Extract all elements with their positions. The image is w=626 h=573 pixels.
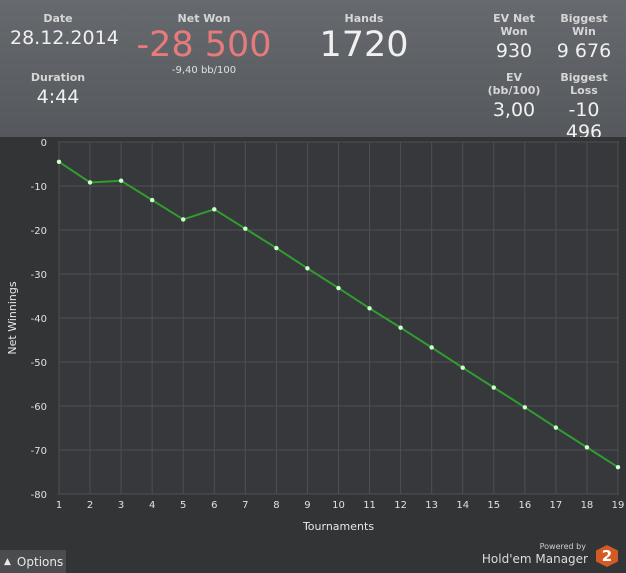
x-tick-label: 3: [118, 500, 124, 511]
x-tick-label: 14: [456, 500, 469, 511]
duration-value: 4:44: [36, 86, 80, 108]
hands-value: 1720: [319, 25, 409, 65]
ev-net-won-stat: EV Net Won 930: [478, 12, 550, 62]
net-won-bb-value: -9,40 bb/100: [171, 65, 237, 76]
date-stat: Date 28.12.2014: [10, 12, 119, 49]
data-point[interactable]: [336, 285, 341, 291]
data-point[interactable]: [212, 207, 217, 212]
powered-by-text: Powered by: [539, 542, 586, 551]
brand-name: Hold'em Manager: [481, 552, 588, 566]
data-point[interactable]: [56, 159, 62, 164]
options-label: Options: [16, 554, 64, 569]
x-tick-label: 15: [487, 500, 500, 511]
y-tick-label: -50: [31, 358, 47, 369]
y-tick-label: -80: [31, 490, 47, 501]
x-tick-label: 11: [363, 500, 376, 511]
net-winnings-chart[interactable]: 0-10-20-30-40-50-60-70-801 2 3 4 5 6 7 8 9 10 11 12…: [0, 137, 626, 573]
x-tick-label: 2: [87, 500, 93, 511]
date-value: 28.12.2014: [10, 27, 119, 49]
data-point[interactable]: [118, 178, 124, 183]
net-won-label: Net Won: [177, 12, 231, 25]
biggest-win-label: Biggest Win: [560, 12, 608, 38]
stats-header: Date 28.12.2014 Duration 4:44 Net Won -2…: [0, 0, 626, 143]
data-point[interactable]: [460, 365, 465, 370]
data-point[interactable]: [305, 266, 310, 271]
x-tick-label: 13: [425, 500, 438, 511]
data-point[interactable]: [553, 425, 559, 430]
ev-bb-value: 3,00: [492, 99, 536, 121]
data-point[interactable]: [429, 345, 434, 350]
x-tick-label: 4: [149, 500, 155, 511]
biggest-loss-stat: Biggest Loss -10 496: [548, 71, 620, 143]
data-point[interactable]: [149, 197, 155, 203]
y-tick-label: -60: [31, 402, 47, 413]
x-tick-label: 6: [211, 500, 217, 511]
y-tick-label: -20: [31, 226, 47, 237]
x-tick-label: 17: [550, 500, 563, 511]
hands-stat: Hands 1720: [304, 12, 424, 65]
ev-bb-label: EV (bb/100): [487, 71, 541, 97]
ev-bb-stat: EV (bb/100) 3,00: [478, 71, 550, 121]
x-tick-label: 1: [56, 500, 62, 511]
data-point[interactable]: [181, 217, 186, 222]
data-point[interactable]: [615, 464, 621, 470]
x-tick-label: 19: [612, 500, 625, 511]
y-tick-label: 0: [41, 138, 47, 149]
x-tick-label: 18: [581, 500, 594, 511]
x-tick-label: 9: [304, 500, 310, 511]
ev-net-won-value: 930: [495, 40, 533, 62]
x-tick-label: 10: [332, 500, 345, 511]
duration-label: Duration: [30, 71, 86, 84]
x-tick-label: 7: [242, 500, 248, 511]
data-point[interactable]: [367, 306, 372, 311]
hands-label: Hands: [344, 12, 384, 25]
data-point[interactable]: [398, 325, 403, 330]
x-tick-label: 8: [273, 500, 279, 511]
biggest-loss-label: Biggest Loss: [560, 71, 608, 97]
x-tick-label: 12: [394, 500, 407, 511]
options-button[interactable]: ▲ Options: [0, 550, 66, 573]
data-point[interactable]: [522, 405, 528, 410]
data-point[interactable]: [491, 385, 496, 390]
x-axis-label: Tournaments: [302, 520, 374, 533]
biggest-win-stat: Biggest Win 9 676: [550, 12, 618, 62]
y-tick-label: -30: [31, 270, 47, 281]
chart-area: 0 -10 -20 -30 -40 -50 -60 -70 -80 1 2 3 4 5 6 7 8 9 10 11 12…: [0, 137, 626, 573]
date-label: Date: [43, 12, 73, 25]
y-tick-label: -10: [31, 182, 47, 193]
x-tick-label: 5: [180, 500, 186, 511]
duration-stat: Duration 4:44: [10, 71, 106, 108]
x-tick-label: 16: [518, 500, 531, 511]
biggest-win-value: 9 676: [556, 40, 612, 62]
y-tick-label: -40: [31, 314, 47, 325]
net-won-stat: Net Won -28 500 -9,40 bb/100: [134, 12, 274, 76]
data-point[interactable]: [87, 180, 93, 185]
chevron-up-icon: ▲: [4, 556, 11, 567]
data-point[interactable]: [274, 245, 279, 251]
y-tick-label: -70: [31, 446, 47, 457]
y-axis-label: Net Winnings: [6, 281, 19, 354]
brand-logo: Powered by Hold'em Manager 2: [478, 542, 618, 570]
ev-net-won-label: EV Net Won: [493, 12, 535, 38]
data-point[interactable]: [243, 226, 248, 231]
hm2-logo-icon: 2: [596, 545, 618, 567]
data-point[interactable]: [584, 445, 590, 450]
net-won-value: -28 500: [136, 25, 272, 65]
